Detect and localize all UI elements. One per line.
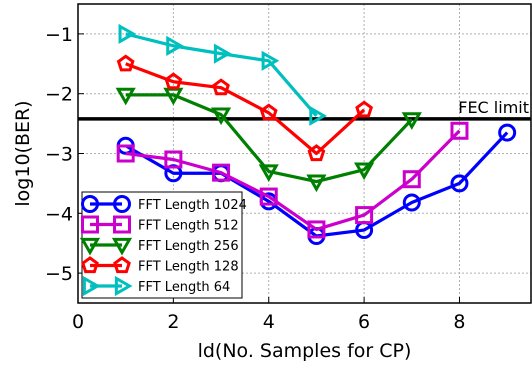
data-point: [450, 121, 469, 140]
legend-entry: FFT Length 128: [81, 256, 239, 275]
legend-label: FFT Length 128: [138, 260, 239, 275]
data-point: [258, 164, 279, 182]
data-point: [355, 206, 374, 225]
data-point: [212, 163, 231, 182]
data-point: [402, 170, 421, 189]
data-point: [307, 144, 326, 162]
data-point: [450, 174, 469, 193]
legend: FFT Length 1024 FFT Length 512 FFT Length …: [79, 191, 247, 299]
data-point: [213, 43, 232, 64]
data-point: [401, 112, 422, 130]
legend-marker: [81, 215, 99, 234]
data-point: [116, 144, 135, 163]
y-tick-label: −3: [45, 144, 73, 166]
series-fft-length-128: [116, 54, 374, 162]
fec-limit-label: FEC limit: [458, 98, 529, 117]
legend-marker: [79, 237, 101, 256]
data-point: [166, 35, 184, 56]
y-tick-label: −4: [45, 203, 73, 225]
legend-marker: [81, 195, 99, 213]
legend-entry: FFT Length 256: [79, 237, 239, 256]
x-tick-label: 4: [263, 311, 275, 333]
x-tick-label: 8: [453, 311, 465, 333]
fec-limit-group: FEC limit: [78, 98, 531, 121]
data-point: [164, 72, 183, 90]
data-point: [355, 100, 374, 118]
legend-marker: [81, 256, 99, 274]
data-point: [210, 107, 232, 126]
legend-entry: FFT Length 64: [82, 275, 230, 297]
data-point: [306, 174, 327, 193]
legend-marker: [113, 215, 131, 234]
legend-label: FFT Length 1024: [138, 198, 247, 213]
series-fft-length-512: [116, 121, 469, 239]
data-point: [259, 103, 278, 121]
data-point: [118, 23, 137, 44]
series-line: [125, 32, 318, 117]
y-tick-label: −5: [45, 263, 73, 285]
legend-entry: FFT Length 512: [81, 215, 239, 234]
x-axis-label: ld(No. Samples for CP): [198, 340, 412, 362]
legend-marker: [113, 195, 131, 213]
data-point: [259, 187, 278, 206]
legend-entry: FFT Length 1024: [81, 195, 247, 213]
data-point: [115, 87, 136, 106]
series-layer: [115, 23, 517, 246]
data-point: [164, 150, 183, 169]
x-tick-label: 0: [72, 311, 84, 333]
data-point: [354, 162, 375, 181]
data-point: [116, 54, 135, 72]
series-fft-length-64: [118, 23, 327, 126]
y-tick-label: −2: [45, 84, 73, 106]
series-line: [125, 93, 413, 184]
data-point: [307, 220, 326, 239]
legend-marker: [113, 256, 131, 274]
data-point: [261, 50, 280, 71]
legend-marker: [111, 237, 133, 256]
x-tick-label: 6: [358, 311, 370, 333]
x-tick-label: 2: [167, 311, 179, 333]
y-tick-label: −1: [45, 24, 73, 46]
data-point: [212, 78, 230, 96]
data-point: [498, 123, 517, 142]
legend-label: FFT Length 64: [138, 280, 230, 295]
legend-label: FFT Length 256: [138, 239, 239, 254]
axis-ticks: 0 2 4 6 8 −1 −2 −3 −4 −5: [45, 24, 466, 333]
y-axis-label: log10(BER): [12, 100, 34, 206]
data-point: [402, 193, 421, 212]
legend-label: FFT Length 512: [138, 219, 239, 234]
data-point: [309, 105, 327, 126]
legend-marker: [82, 275, 101, 297]
legend-marker: [114, 275, 133, 297]
